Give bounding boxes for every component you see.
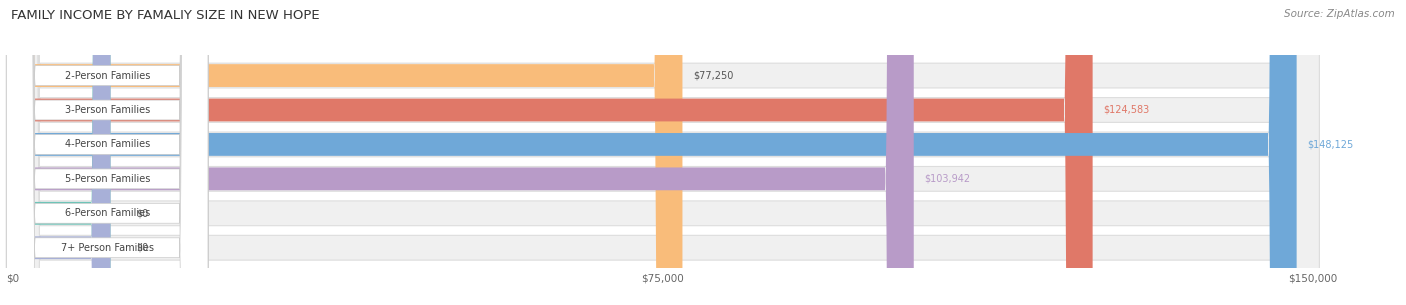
- Text: $124,583: $124,583: [1104, 105, 1149, 115]
- FancyBboxPatch shape: [7, 0, 208, 305]
- FancyBboxPatch shape: [7, 0, 1319, 305]
- Text: Source: ZipAtlas.com: Source: ZipAtlas.com: [1284, 9, 1395, 19]
- Text: 3-Person Families: 3-Person Families: [65, 105, 150, 115]
- FancyBboxPatch shape: [7, 0, 208, 305]
- Text: 6-Person Families: 6-Person Families: [65, 208, 150, 218]
- FancyBboxPatch shape: [7, 0, 208, 305]
- Text: $148,125: $148,125: [1308, 139, 1354, 149]
- FancyBboxPatch shape: [7, 0, 914, 305]
- Text: $0: $0: [136, 208, 149, 218]
- FancyBboxPatch shape: [7, 0, 1319, 305]
- FancyBboxPatch shape: [7, 0, 1319, 305]
- FancyBboxPatch shape: [7, 0, 111, 305]
- Text: FAMILY INCOME BY FAMALIY SIZE IN NEW HOPE: FAMILY INCOME BY FAMALIY SIZE IN NEW HOP…: [11, 9, 321, 22]
- FancyBboxPatch shape: [7, 0, 208, 305]
- Text: 5-Person Families: 5-Person Families: [65, 174, 150, 184]
- FancyBboxPatch shape: [7, 0, 1296, 305]
- FancyBboxPatch shape: [7, 0, 1319, 305]
- Text: $77,250: $77,250: [693, 70, 733, 81]
- FancyBboxPatch shape: [7, 0, 1319, 305]
- Text: $0: $0: [136, 243, 149, 253]
- Text: 4-Person Families: 4-Person Families: [65, 139, 150, 149]
- FancyBboxPatch shape: [7, 0, 111, 305]
- Text: 7+ Person Families: 7+ Person Families: [60, 243, 153, 253]
- FancyBboxPatch shape: [7, 0, 208, 305]
- FancyBboxPatch shape: [7, 0, 1092, 305]
- FancyBboxPatch shape: [7, 0, 208, 305]
- FancyBboxPatch shape: [7, 0, 682, 305]
- Text: $103,942: $103,942: [924, 174, 970, 184]
- Text: 2-Person Families: 2-Person Families: [65, 70, 150, 81]
- FancyBboxPatch shape: [7, 0, 1319, 305]
